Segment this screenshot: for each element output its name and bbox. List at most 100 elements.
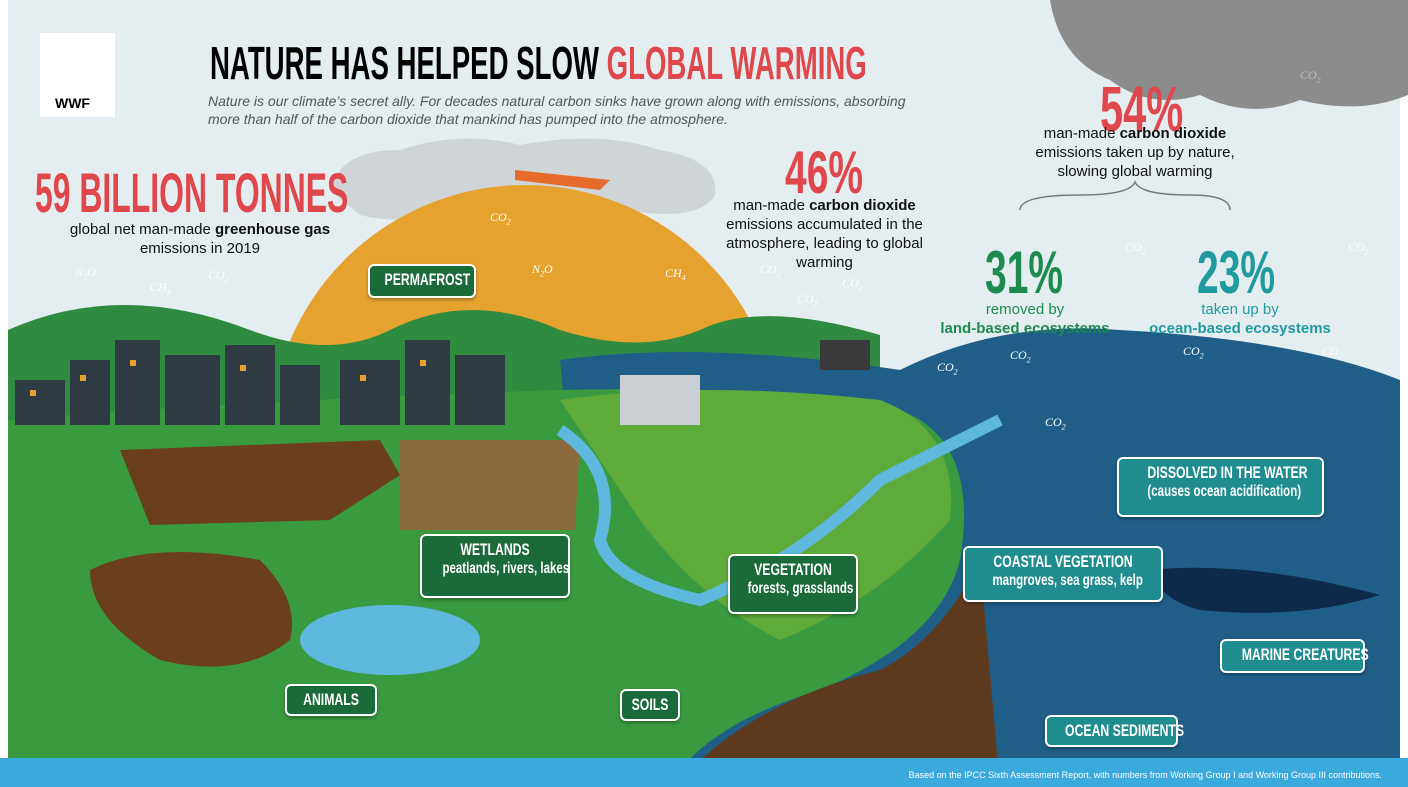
gas-formula: CH: [150, 280, 167, 294]
gas-formula: CO: [797, 292, 814, 306]
subtitle: Nature is our climate’s secret ally. For…: [208, 92, 928, 128]
gas-formula: O: [544, 262, 553, 276]
label-box: ANIMALS: [285, 684, 377, 716]
gas-formula: O: [87, 265, 96, 279]
stat-text: global net man-made greenhouse gas emiss…: [40, 220, 360, 258]
gas-formula: CO: [1010, 348, 1027, 362]
infographic: WWF NATURE HAS HELPED SLOW GLOBAL WARMIN…: [0, 0, 1408, 787]
text-bold: carbon dioxide: [809, 197, 916, 214]
gas-label: CO2: [842, 276, 863, 292]
text-bold: land-based ecosystems: [940, 320, 1109, 337]
label-subtitle: peatlands, rivers, lakes: [442, 560, 547, 578]
gas-label: N2O: [532, 262, 553, 278]
gas-label: CO2: [937, 360, 958, 376]
gas-formula: CO: [842, 276, 859, 290]
gas-label: N2O: [75, 265, 96, 281]
text: emissions in 2019: [140, 240, 260, 257]
gas-formula: CO: [937, 360, 954, 374]
gas-subscript: 2: [507, 217, 511, 226]
label-title: MARINE CREATURES: [1242, 645, 1344, 665]
text-bold: carbon dioxide: [1120, 125, 1227, 142]
label-title: PERMAFROST: [385, 270, 460, 290]
gas-formula: CO: [1300, 68, 1317, 82]
stat-text: man-made carbon dioxide emissions accumu…: [712, 196, 937, 272]
text: emissions accumulated in the atmosphere,…: [726, 216, 923, 271]
gas-formula: CO: [1125, 240, 1142, 254]
gas-label: CH4: [150, 280, 171, 296]
gas-subscript: 2: [1062, 422, 1066, 431]
logo-text: WWF: [55, 95, 90, 111]
gas-subscript: 2: [814, 299, 818, 308]
text-bold: ocean-based ecosystems: [1149, 320, 1331, 337]
label-title: WETLANDS: [442, 540, 547, 560]
gas-formula: CO: [1322, 344, 1339, 358]
label-box: SOILS: [620, 689, 680, 721]
gas-subscript: 2: [954, 367, 958, 376]
stat-value: 31%: [985, 238, 1063, 307]
gas-formula: CO: [1183, 344, 1200, 358]
gas-subscript: 2: [1027, 355, 1031, 364]
gas-formula: CO: [1045, 415, 1062, 429]
gas-formula: CO: [490, 210, 507, 224]
text: taken up by: [1201, 301, 1279, 318]
label-box: DISSOLVED IN THE WATER(causes ocean acid…: [1117, 457, 1324, 517]
gas-formula: N: [75, 265, 83, 279]
label-title: SOILS: [630, 695, 670, 715]
gas-label: CO2: [208, 268, 229, 284]
text: emissions taken up by nature, slowing gl…: [1035, 144, 1234, 180]
stat-text: removed by land-based ecosystems: [925, 300, 1125, 338]
gas-label: CO2: [490, 210, 511, 226]
gas-subscript: 2: [777, 269, 781, 278]
label-title: VEGETATION: [748, 560, 839, 580]
gas-label: CO2: [760, 262, 781, 278]
label-title: ANIMALS: [299, 690, 362, 710]
text: removed by: [986, 301, 1064, 318]
gas-subscript: 2: [1200, 351, 1204, 360]
gas-label: CO2: [797, 292, 818, 308]
gas-subscript: 2: [1365, 247, 1369, 256]
gas-label: CO2: [1348, 240, 1369, 256]
label-title: DISSOLVED IN THE WATER: [1147, 463, 1293, 483]
gas-subscript: 2: [859, 283, 863, 292]
gas-subscript: 4: [167, 287, 171, 296]
text: man-made: [733, 197, 805, 214]
gas-formula: CH: [665, 266, 682, 280]
gas-label: CO2: [1125, 240, 1146, 256]
stat-value: 59 BILLION TONNES: [35, 160, 348, 225]
title-part: NATURE HAS HELPED SLOW: [210, 37, 599, 89]
text: man-made: [1044, 125, 1116, 142]
gas-formula: CO: [208, 268, 225, 282]
text: global net man-made: [70, 221, 211, 238]
stat-value: 23%: [1197, 238, 1275, 307]
gas-label: CO2: [1183, 344, 1204, 360]
label-subtitle: mangroves, sea grass, kelp: [992, 572, 1133, 590]
label-subtitle: (causes ocean acidification): [1147, 483, 1293, 501]
label-box: OCEAN SEDIMENTS: [1045, 715, 1178, 747]
stat-text: man-made carbon dioxide emissions taken …: [1020, 124, 1250, 181]
gas-label: CO2: [1010, 348, 1031, 364]
gas-formula: CO: [760, 262, 777, 276]
gas-label: CH4: [665, 266, 686, 282]
title: NATURE HAS HELPED SLOW GLOBAL WARMING: [210, 36, 867, 90]
text-bold: greenhouse gas: [215, 221, 330, 238]
label-box: PERMAFROST: [368, 264, 476, 298]
label-title: COASTAL VEGETATION: [992, 552, 1133, 572]
label-subtitle: forests, grasslands: [748, 580, 839, 598]
gas-label: CO2: [1322, 344, 1343, 360]
gas-label: CO2: [1300, 68, 1321, 84]
gas-subscript: 2: [1317, 75, 1321, 84]
gas-formula: N: [532, 262, 540, 276]
footer: Based on the IPCC Sixth Assessment Repor…: [909, 770, 1382, 780]
gas-subscript: 4: [682, 273, 686, 282]
gas-subscript: 2: [1339, 351, 1343, 360]
stat-text: taken up by ocean-based ecosystems: [1135, 300, 1345, 338]
gas-label: CO2: [1045, 415, 1066, 431]
label-title: OCEAN SEDIMENTS: [1065, 721, 1158, 741]
gas-subscript: 2: [1142, 247, 1146, 256]
gas-formula: CO: [1348, 240, 1365, 254]
gas-subscript: 2: [225, 275, 229, 284]
label-box: MARINE CREATURES: [1220, 639, 1365, 673]
